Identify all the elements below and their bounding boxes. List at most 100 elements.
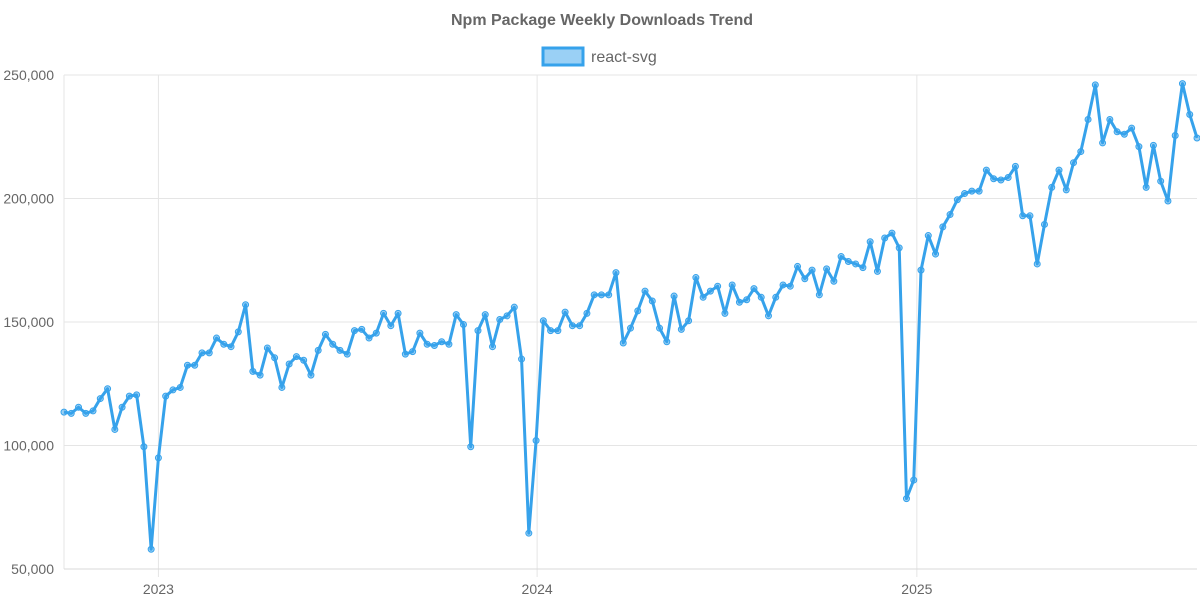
data-point[interactable]	[321, 330, 329, 338]
data-point[interactable]	[990, 175, 998, 183]
data-point[interactable]	[1077, 148, 1085, 156]
data-point[interactable]	[452, 311, 460, 319]
data-point[interactable]	[213, 334, 221, 342]
data-point[interactable]	[932, 250, 940, 258]
data-point[interactable]	[619, 339, 627, 347]
data-point[interactable]	[336, 346, 344, 354]
data-point[interactable]	[692, 274, 700, 282]
data-point[interactable]	[329, 340, 337, 348]
data-point[interactable]	[125, 392, 133, 400]
data-point[interactable]	[380, 309, 388, 317]
legend[interactable]: react-svg	[541, 46, 657, 67]
data-point[interactable]	[786, 282, 794, 290]
data-point[interactable]	[801, 275, 809, 283]
data-point[interactable]	[910, 476, 918, 484]
data-point[interactable]	[89, 407, 97, 415]
data-point[interactable]	[423, 340, 431, 348]
data-point[interactable]	[147, 545, 155, 553]
data-point[interactable]	[60, 408, 68, 416]
data-point[interactable]	[1055, 166, 1063, 174]
data-point[interactable]	[961, 190, 969, 198]
data-point[interactable]	[489, 343, 497, 351]
data-point[interactable]	[815, 291, 823, 299]
data-point[interactable]	[953, 196, 961, 204]
data-point[interactable]	[1142, 183, 1150, 191]
data-point[interactable]	[982, 166, 990, 174]
data-point[interactable]	[300, 356, 308, 364]
data-point[interactable]	[794, 262, 802, 270]
data-point[interactable]	[706, 287, 714, 295]
data-point[interactable]	[779, 281, 787, 289]
data-point[interactable]	[808, 266, 816, 274]
data-point[interactable]	[176, 383, 184, 391]
data-point[interactable]	[96, 395, 104, 403]
data-point[interactable]	[343, 350, 351, 358]
data-point[interactable]	[256, 371, 264, 379]
data-point[interactable]	[525, 529, 533, 537]
data-point[interactable]	[1070, 159, 1078, 167]
data-point[interactable]	[249, 367, 257, 375]
data-point[interactable]	[1040, 220, 1048, 228]
data-point[interactable]	[844, 257, 852, 265]
data-point[interactable]	[939, 223, 947, 231]
data-point[interactable]	[830, 277, 838, 285]
data-point[interactable]	[1113, 128, 1121, 136]
data-point[interactable]	[387, 322, 395, 330]
data-point[interactable]	[597, 291, 605, 299]
data-point[interactable]	[670, 292, 678, 300]
data-point[interactable]	[401, 350, 409, 358]
data-point[interactable]	[459, 320, 467, 328]
data-point[interactable]	[133, 391, 141, 399]
data-point[interactable]	[430, 341, 438, 349]
data-point[interactable]	[111, 425, 119, 433]
data-point[interactable]	[1091, 81, 1099, 89]
data-point[interactable]	[1033, 260, 1041, 268]
data-point[interactable]	[634, 307, 642, 315]
data-point[interactable]	[481, 311, 489, 319]
data-point[interactable]	[351, 327, 359, 335]
data-point[interactable]	[271, 354, 279, 362]
data-point[interactable]	[445, 340, 453, 348]
data-point[interactable]	[1128, 124, 1136, 132]
data-point[interactable]	[278, 383, 286, 391]
data-point[interactable]	[503, 312, 511, 320]
data-point[interactable]	[997, 176, 1005, 184]
data-point[interactable]	[67, 409, 75, 417]
data-point[interactable]	[576, 322, 584, 330]
data-point[interactable]	[605, 291, 613, 299]
data-point[interactable]	[627, 324, 634, 332]
data-point[interactable]	[1062, 186, 1070, 194]
data-point[interactable]	[1026, 212, 1034, 220]
data-point[interactable]	[496, 316, 504, 324]
data-point[interactable]	[518, 355, 526, 363]
data-point[interactable]	[198, 349, 206, 357]
data-point[interactable]	[234, 328, 242, 336]
data-point[interactable]	[1099, 139, 1107, 147]
data-point[interactable]	[1106, 115, 1114, 123]
data-point[interactable]	[873, 267, 881, 275]
data-point[interactable]	[656, 324, 664, 332]
data-point[interactable]	[372, 329, 380, 337]
data-point[interactable]	[118, 403, 126, 411]
data-point[interactable]	[917, 266, 925, 274]
data-point[interactable]	[307, 371, 315, 379]
data-point[interactable]	[169, 386, 177, 394]
data-point[interactable]	[285, 360, 293, 368]
data-point[interactable]	[946, 211, 954, 219]
data-point[interactable]	[547, 327, 555, 335]
data-point[interactable]	[510, 303, 518, 311]
data-point[interactable]	[568, 322, 576, 330]
data-point[interactable]	[735, 298, 743, 306]
data-point[interactable]	[721, 309, 729, 317]
data-point[interactable]	[663, 338, 671, 346]
data-point[interactable]	[263, 344, 271, 352]
data-point[interactable]	[866, 238, 874, 246]
data-point[interactable]	[837, 253, 845, 261]
data-point[interactable]	[183, 361, 191, 369]
data-point[interactable]	[242, 301, 250, 309]
data-point[interactable]	[852, 260, 860, 268]
data-point[interactable]	[881, 234, 889, 242]
data-point[interactable]	[205, 349, 213, 357]
data-point[interactable]	[532, 437, 540, 445]
data-point[interactable]	[1186, 111, 1194, 119]
